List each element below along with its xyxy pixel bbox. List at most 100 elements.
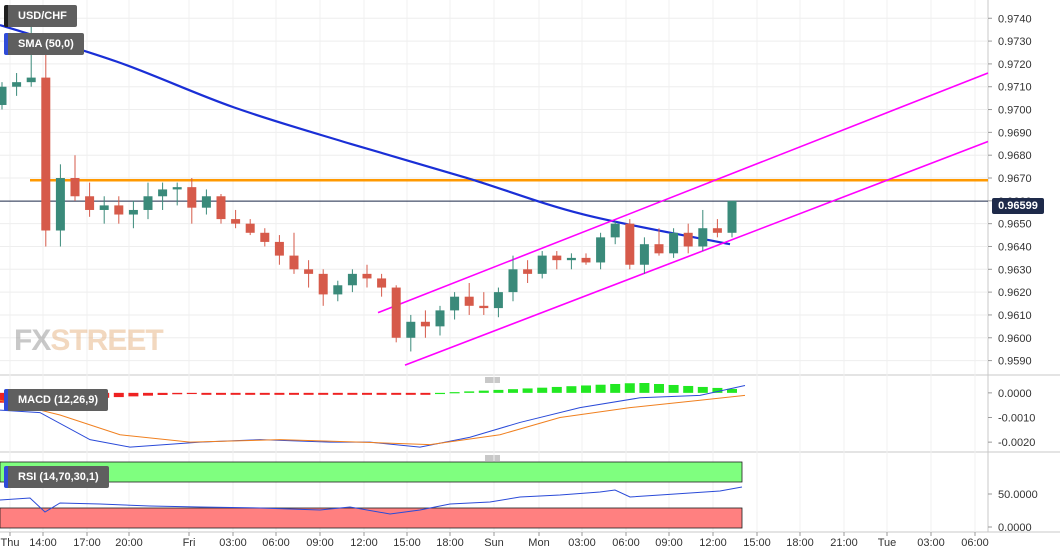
candle-body: [12, 82, 22, 87]
candle-body: [596, 237, 606, 263]
candle: [172, 182, 182, 206]
candle-body: [552, 255, 562, 261]
fxstreet-watermark: FXSTREET: [14, 324, 164, 358]
candle-body: [493, 292, 503, 309]
channel-upper-line: [377, 72, 989, 314]
candle-body: [55, 178, 65, 231]
macd-histogram-bar: [727, 388, 737, 393]
candle: [55, 164, 65, 247]
time-tick-label: 03:00: [917, 537, 945, 549]
macd-histogram-bar: [405, 392, 416, 395]
macd-line: [0, 384, 746, 448]
candle: [260, 228, 270, 247]
candle-body: [0, 86, 7, 105]
candle: [508, 255, 518, 302]
price-tick-label: 0.9710: [998, 82, 1032, 94]
candle-body: [128, 209, 138, 215]
candle-body: [260, 232, 270, 242]
candle: [143, 182, 153, 220]
candle: [537, 251, 547, 279]
macd-histogram-bar: [201, 392, 212, 395]
candle: [377, 273, 387, 297]
rsi-legend-tag[interactable]: RSI (14,70,30,1): [4, 466, 109, 488]
rsi-legend-label: RSI (14,70,30,1): [18, 471, 99, 483]
watermark-fx: FX: [14, 324, 51, 357]
price-tick-label: 0.9590: [998, 356, 1032, 368]
price-tick-label: 0.9650: [998, 219, 1032, 231]
candle: [216, 193, 226, 224]
candle-body: [406, 321, 416, 338]
symbol-label: USD/CHF: [18, 10, 67, 22]
candle: [596, 232, 606, 270]
candle: [669, 228, 679, 258]
time-tick-label: 09:00: [655, 537, 683, 549]
candle-body: [420, 321, 430, 327]
candle: [41, 54, 51, 247]
macd-histogram-bar: [259, 392, 270, 395]
price-tick-label: 0.9730: [998, 36, 1032, 48]
macd-histogram-bar: [332, 392, 343, 395]
time-tick-label: 06:00: [961, 537, 989, 549]
macd-histogram-bar: [186, 392, 197, 395]
time-tick-label: Fri: [183, 537, 196, 549]
symbol-tag[interactable]: USD/CHF: [4, 5, 77, 27]
macd-histogram-bar: [303, 392, 314, 395]
price-tick-label: 0.9720: [998, 59, 1032, 71]
macd-signal-line: [0, 394, 746, 446]
macd-histogram-bar: [347, 392, 358, 395]
sma-layer: [0, 24, 731, 246]
candle: [0, 82, 7, 110]
candle: [464, 282, 474, 315]
candle: [231, 209, 241, 229]
channel-layer: [377, 72, 989, 366]
candle-body: [70, 178, 80, 197]
macd-histogram-bar: [128, 392, 139, 397]
candle-body: [41, 77, 51, 231]
candle-body: [479, 305, 489, 309]
macd-histogram-bar: [683, 385, 694, 393]
candle: [698, 209, 708, 252]
macd-histogram-bar: [289, 392, 299, 395]
time-tick-label: 12:00: [350, 537, 378, 549]
candle-body: [537, 255, 547, 274]
candle-body: [523, 269, 533, 274]
macd-histogram-bar: [493, 389, 504, 393]
macd-histogram-bar: [610, 383, 621, 393]
candle-body: [625, 223, 635, 265]
macd-histogram-bar: [697, 386, 708, 393]
candle: [625, 219, 635, 270]
rsi-line: [0, 486, 743, 515]
macd-histogram-bar: [391, 392, 402, 395]
macd-legend-tag[interactable]: MACD (12,26,9): [4, 389, 109, 411]
candle: [727, 200, 737, 238]
candle: [493, 287, 503, 318]
candle-body: [216, 196, 226, 220]
price-tick-label: 0.9690: [998, 127, 1032, 139]
time-tick-label: Mon: [528, 537, 549, 549]
candle: [479, 292, 489, 315]
candle: [187, 178, 197, 224]
candle-body: [99, 205, 109, 210]
candle-body: [85, 196, 95, 210]
price-tick-label: 0.9670: [998, 173, 1032, 185]
price-tick-label: 0.9740: [998, 13, 1032, 25]
sma-legend-tag[interactable]: SMA (50,0): [4, 33, 84, 55]
candle-body: [274, 241, 284, 256]
candle: [70, 155, 80, 201]
candle: [712, 219, 722, 238]
candle-body: [172, 187, 182, 190]
horizontal-level-layer: [0, 179, 988, 202]
macd-histogram-bar: [566, 386, 577, 393]
price-tick-label: 0.9610: [998, 310, 1032, 322]
macd-tick-label: -0.0020: [998, 437, 1035, 449]
candle: [420, 310, 430, 338]
candle-body: [289, 255, 299, 270]
candle-body: [464, 296, 474, 306]
candle: [683, 223, 693, 254]
macd-histogram-bar: [551, 386, 562, 393]
macd-tick-label: 0.0000: [998, 388, 1032, 400]
time-tick-label: 06:00: [262, 537, 290, 549]
candle: [552, 251, 562, 270]
candle: [158, 182, 168, 210]
